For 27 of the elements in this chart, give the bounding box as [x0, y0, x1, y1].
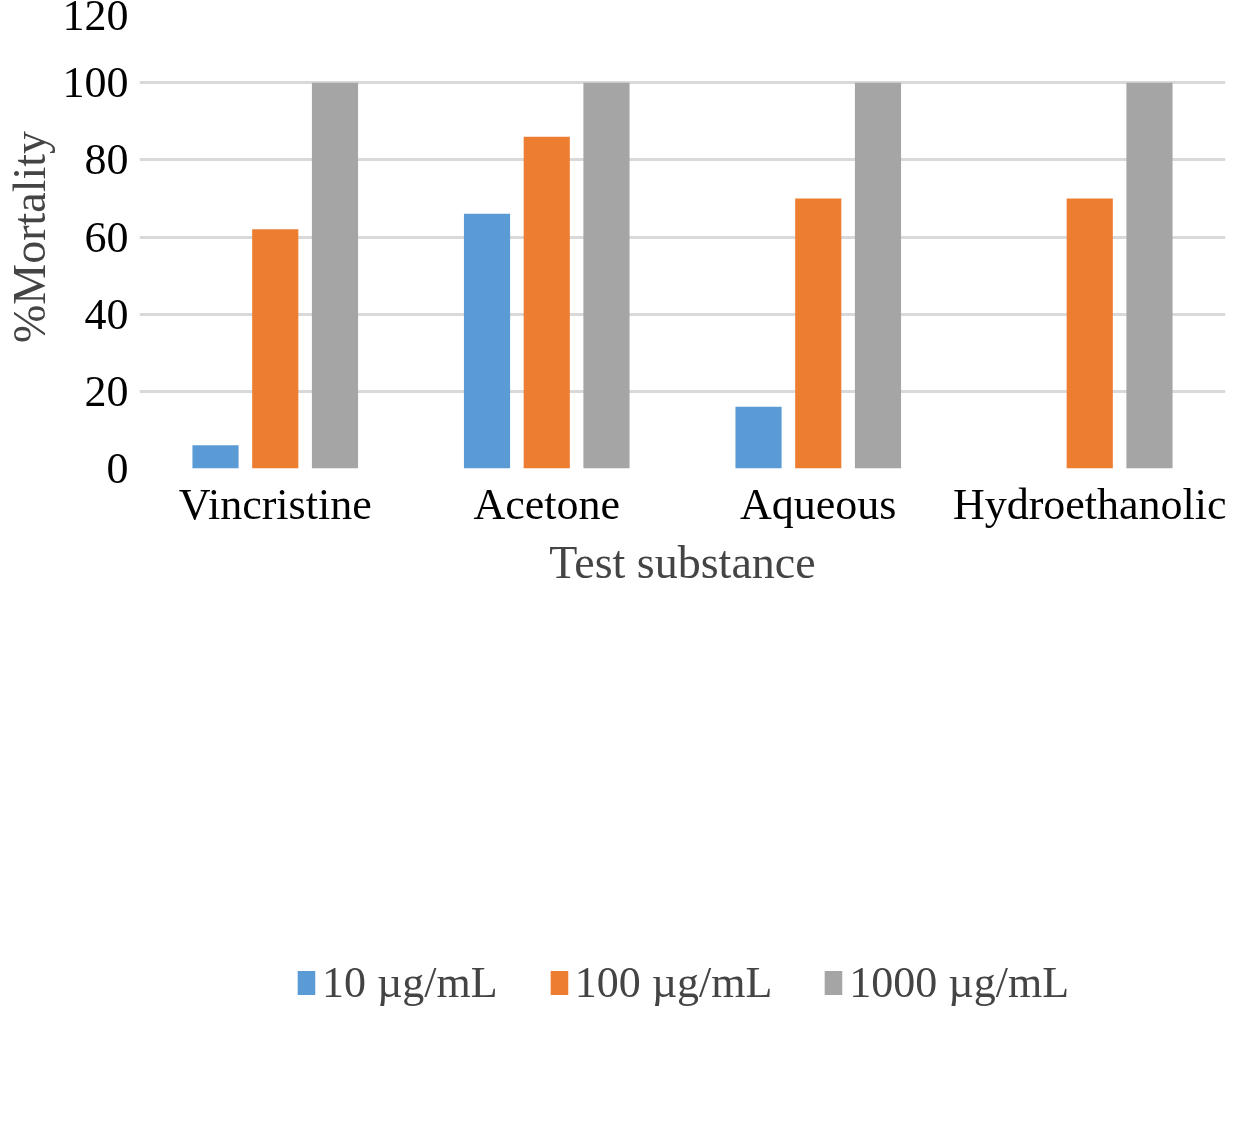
legend-label: 100 µg/mL [574, 956, 773, 1008]
bar [1066, 198, 1113, 469]
bar [463, 213, 511, 469]
y-tick-label: 120 [62, 0, 129, 40]
y-tick-label: 0 [106, 444, 129, 493]
bar [854, 82, 902, 469]
legend-label: 10 µg/mL [321, 956, 498, 1008]
y-tick-label: 40 [84, 289, 129, 339]
x-axis-title: Test substance [549, 536, 816, 588]
bar [252, 229, 299, 469]
x-tick-label: Hydroethanolic [952, 479, 1227, 529]
y-tick-label: 100 [62, 58, 129, 108]
x-tick-label: Acetone [473, 479, 621, 529]
bar [735, 406, 782, 469]
x-tick-label: Aqueous [740, 479, 897, 529]
x-tick-label: Vincristine [178, 479, 372, 529]
y-axis-title: %Mortality [3, 130, 55, 344]
y-tick-label: 20 [84, 366, 129, 416]
bar [795, 198, 842, 469]
bar [523, 136, 570, 469]
bar [311, 82, 359, 469]
bar [192, 445, 239, 469]
legend-label: 1000 µg/mL [849, 956, 1070, 1008]
y-tick-label: 60 [84, 212, 129, 262]
bar [1126, 82, 1173, 469]
y-tick-label: 80 [84, 135, 129, 185]
bar [583, 82, 630, 469]
